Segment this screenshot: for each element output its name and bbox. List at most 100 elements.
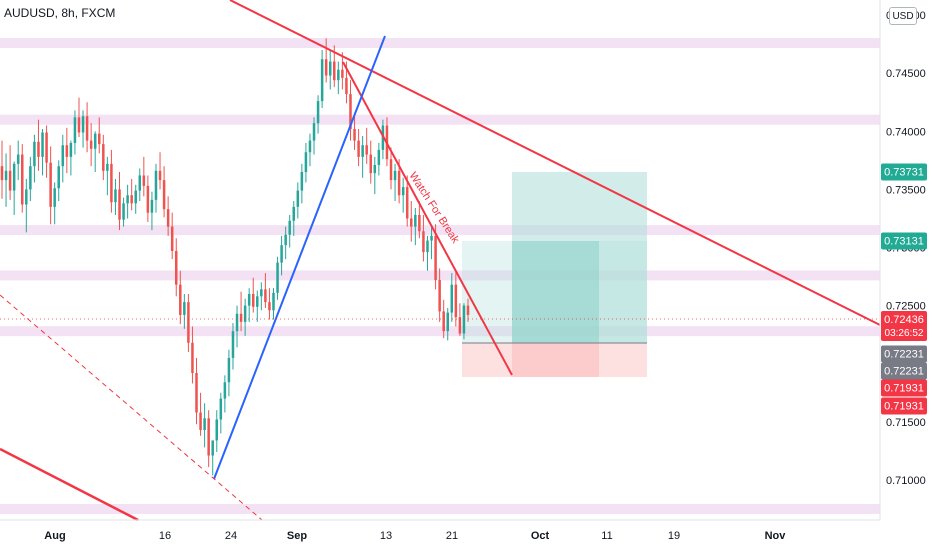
drawings[interactable]: Watch For Break: [0, 0, 881, 522]
candle-body: [77, 117, 81, 133]
candle-body: [341, 69, 344, 78]
zone-0[interactable]: [0, 37, 880, 48]
candle-body: [69, 142, 73, 157]
candle-body: [162, 180, 166, 210]
price-label-stop-b: [881, 397, 927, 415]
price-label-entry-a: [881, 345, 927, 363]
time-axis[interactable]: Aug 16 24 Sep 13 21 Oct 11 19 Nov: [0, 519, 880, 542]
candle-body: [312, 123, 316, 141]
price-label-value: 0.71931: [884, 401, 924, 413]
x-tick-label: 24: [225, 530, 237, 542]
zone-2[interactable]: [0, 225, 880, 236]
candle-body: [0, 166, 4, 181]
long-position-tool[interactable]: [462, 172, 647, 377]
candle-body: [442, 311, 445, 332]
candle-body: [134, 190, 137, 204]
price-label-last: [881, 311, 927, 341]
price-axis[interactable]: 0.750000.745000.740000.735000.730000.725…: [879, 0, 932, 550]
candle-body: [61, 145, 65, 167]
zone-5[interactable]: [0, 503, 880, 514]
support-trendline[interactable]: [213, 35, 386, 480]
price-label-entry-b: [881, 362, 927, 380]
candle-body: [166, 209, 170, 227]
x-tick-label: 16: [159, 530, 171, 542]
y-tick-label: 0.74500: [886, 68, 926, 80]
candle-body: [29, 166, 32, 190]
loss-zone-inner: [512, 343, 599, 377]
candle-body: [430, 235, 433, 241]
candle-body: [349, 94, 352, 129]
candle-body: [401, 187, 405, 196]
candle-body: [195, 373, 198, 413]
candle-body: [393, 170, 397, 181]
x-tick-label: Nov: [765, 530, 787, 542]
candle-body: [292, 206, 296, 221]
price-label-value: 0.72231: [884, 366, 924, 378]
x-tick-label: Aug: [44, 530, 65, 542]
y-tick-label: 0.71500: [886, 417, 926, 429]
x-tick-label: Oct: [531, 530, 550, 542]
y-tick-label: 0.71000: [886, 475, 926, 487]
candle-body: [369, 154, 373, 174]
candle-body: [16, 154, 20, 164]
candle-body: [462, 305, 466, 334]
candle-body: [426, 240, 429, 253]
currency-button[interactable]: USD: [889, 7, 917, 25]
candle-body: [57, 166, 60, 189]
candle-body: [21, 154, 24, 205]
candle-body: [150, 199, 154, 213]
candle-body: [8, 170, 12, 191]
candle-body: [53, 188, 56, 207]
candle-body: [418, 214, 421, 232]
resistance-trendline[interactable]: [229, 0, 881, 326]
candle-body: [215, 419, 219, 441]
candle-body: [357, 140, 360, 157]
candle-body: [272, 292, 275, 311]
watch-for-break-trendline[interactable]: [342, 61, 513, 376]
candle-body: [37, 141, 40, 157]
candle-body: [320, 59, 324, 102]
lower-trendline[interactable]: [0, 447, 139, 522]
candle-body: [142, 175, 146, 186]
candle-body: [183, 302, 186, 315]
zone-1[interactable]: [0, 114, 880, 125]
candle-body: [12, 163, 16, 191]
candle-body: [158, 170, 162, 181]
candle-body: [256, 296, 259, 307]
candle-body: [296, 190, 300, 207]
candle-body: [81, 116, 85, 133]
candle-body: [324, 59, 328, 76]
candle-body: [438, 280, 441, 312]
candle-body: [4, 170, 8, 181]
candle-body: [454, 284, 458, 318]
candle-body: [122, 203, 125, 220]
price-label-value: 0.72436: [884, 314, 924, 326]
price-label-value: 0.73131: [884, 236, 924, 248]
profit-zone-inner: [512, 241, 599, 343]
candle-body: [414, 214, 417, 227]
candle-body: [114, 189, 117, 203]
loss-zone[interactable]: [462, 343, 647, 377]
candle-body: [41, 132, 44, 157]
dashed-channel-line[interactable]: [0, 294, 263, 521]
zone-4[interactable]: [0, 326, 880, 337]
x-tick-label: 21: [446, 530, 458, 542]
candle-body: [73, 117, 77, 143]
price-label-value: 0.72231: [884, 349, 924, 361]
candle-body: [199, 412, 202, 430]
price-label-stop-a: [881, 379, 927, 397]
price-label-value: 0.71931: [884, 383, 924, 395]
candle-body: [260, 289, 263, 297]
candle-body: [33, 141, 36, 167]
candle-body: [243, 305, 247, 322]
candle-body: [118, 189, 121, 220]
candle-body: [276, 262, 279, 293]
candle-body: [373, 165, 377, 174]
profit-zone[interactable]: [512, 172, 647, 343]
candle-body: [49, 162, 52, 207]
price-axis-bg: [880, 0, 932, 550]
x-tick-label: 13: [380, 530, 392, 542]
candle-body: [328, 61, 332, 76]
